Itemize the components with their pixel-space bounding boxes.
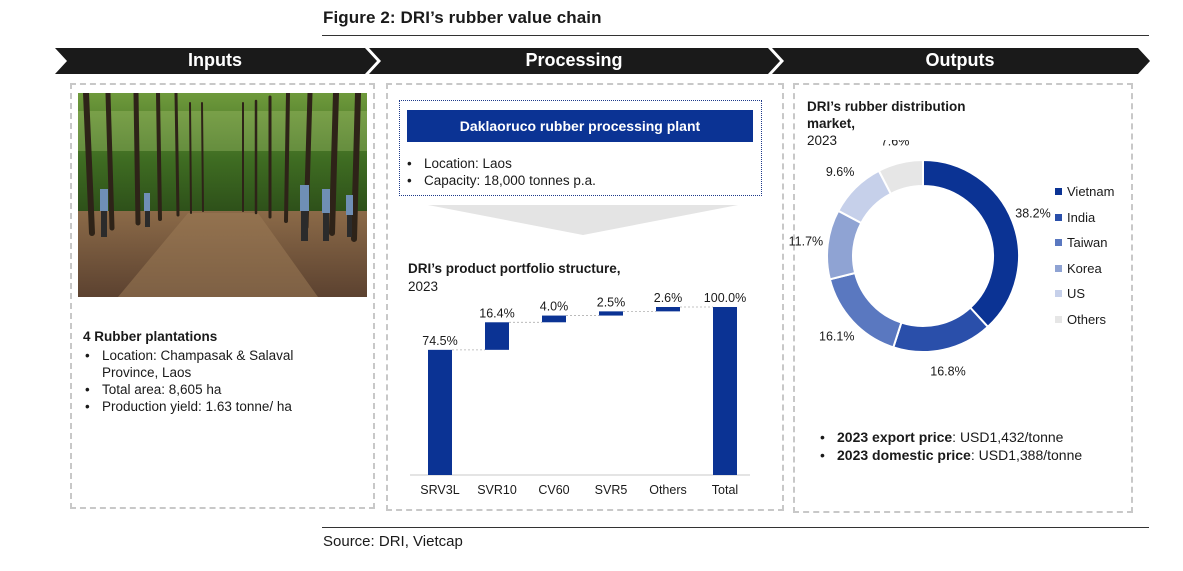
plantations-heading: 4 Rubber plantations: [83, 329, 218, 344]
waterfall-bar-total: [713, 307, 737, 475]
donut-slice-label: 7.6%: [881, 140, 910, 148]
rubber-plantation-photo: [78, 93, 367, 297]
domestic-price-value: : USD1,388/tonne: [970, 447, 1083, 463]
legend-swatch: [1055, 315, 1062, 323]
waterfall-bar-svr5: [599, 311, 623, 316]
processing-capacity: Capacity: 18,000 tonnes p.a.: [407, 172, 596, 189]
processing-plant-name: Daklaoruco rubber processing plant: [407, 110, 753, 142]
stage-chevrons: [55, 48, 1150, 74]
distribution-chart-title-line2: market,: [807, 116, 856, 131]
legend-label: Korea: [1067, 260, 1102, 276]
figure-title: Figure 2: DRI’s rubber value chain: [323, 8, 602, 27]
processing-location: Location: Laos: [407, 155, 512, 172]
donut-slice-label: 11.7%: [789, 235, 824, 249]
legend-swatch: [1055, 290, 1062, 297]
distribution-chart-year: 2023: [807, 133, 838, 148]
portfolio-chart-year: 2023: [408, 279, 439, 294]
legend-label: Others: [1067, 311, 1107, 327]
waterfall-category-label: Others: [649, 483, 687, 497]
legend-label: US: [1067, 286, 1086, 301]
plantation-location: Location: Champasak & Salaval Province, …: [85, 347, 294, 381]
stage-label-processing: Processing: [525, 50, 623, 70]
waterfall-bar-cv60: [542, 315, 566, 323]
portfolio-waterfall-chart: 74.5% SRV3L 16.4% SVR10 4.0% CV60 2.5% SVR5 2.6%…: [410, 291, 750, 497]
legend-item-korea: Korea: [1055, 261, 1102, 276]
legend-swatch: [1055, 188, 1062, 195]
legend-item-taiwan: Taiwan: [1055, 235, 1107, 250]
domestic-price-label: 2023 domestic price: [837, 447, 971, 463]
distribution-chart-title: DRI’s rubber distribution: [807, 99, 966, 114]
stage-label-outputs: Outputs: [925, 50, 995, 70]
stage-label-inputs: Inputs: [188, 50, 242, 70]
top-rule: [322, 35, 1149, 36]
legend-swatch: [1055, 213, 1062, 221]
waterfall-value-label: 2.6%: [654, 291, 683, 305]
legend-label: Vietnam: [1067, 184, 1115, 199]
waterfall-bar-svr10: [485, 322, 509, 350]
plantation-location-line2: Province, Laos: [102, 365, 192, 380]
chevron-outputs: [772, 48, 1150, 74]
processing-arrow: [428, 205, 738, 235]
waterfall-value-label: 100.0%: [704, 291, 746, 305]
waterfall-category-label: Total: [712, 483, 738, 497]
waterfall-value-label: 16.4%: [479, 306, 514, 320]
export-price-value: : USD1,432/tonne: [952, 429, 1064, 445]
legend-swatch: [1055, 239, 1062, 246]
outputs-panel: [793, 83, 1133, 513]
donut-slice-india: [892, 306, 990, 353]
distribution-donut-chart: 38.2% 16.8% 16.1% 11.7% 9.6% 7.6%: [789, 140, 1051, 378]
processing-plant-box: [399, 100, 762, 196]
plantation-area: Total area: 8,605 ha: [85, 381, 221, 398]
domestic-price: 2023 domestic price: USD1,388/tonne: [820, 447, 1083, 463]
legend-item-us: US: [1055, 286, 1085, 301]
waterfall-value-label: 2.5%: [597, 295, 626, 309]
donut-slice-vietnam: [922, 158, 1020, 329]
bottom-rule: [322, 527, 1149, 528]
portfolio-chart-title: DRI’s product portfolio structure,: [408, 261, 621, 276]
export-price: 2023 export price: USD1,432/tonne: [820, 429, 1064, 445]
waterfall-category-label: SVR10: [477, 483, 517, 497]
donut-slice-label: 16.8%: [930, 364, 965, 378]
legend-item-india: India: [1055, 210, 1095, 225]
chevron-inputs: [55, 48, 377, 74]
legend-swatch: [1055, 264, 1062, 272]
waterfall-category-label: SRV3L: [420, 483, 459, 497]
processing-panel: [386, 83, 784, 511]
waterfall-bar-srv3l: [428, 349, 452, 475]
export-price-label: 2023 export price: [837, 429, 953, 445]
inputs-panel: [70, 83, 375, 509]
waterfall-category-label: CV60: [538, 483, 569, 497]
waterfall-value-label: 4.0%: [540, 300, 569, 314]
plantation-yield: Production yield: 1.63 tonne/ ha: [85, 398, 292, 415]
donut-slice-label: 16.1%: [819, 330, 854, 344]
donut-slice-others: [877, 158, 924, 196]
waterfall-value-label: 74.5%: [422, 334, 457, 348]
donut-slice-label: 38.2%: [1015, 206, 1050, 220]
donut-slice-label: 9.6%: [826, 165, 855, 179]
waterfall-bar-others: [656, 307, 680, 312]
chevron-processing: [369, 48, 780, 74]
source-note: Source: DRI, Vietcap: [323, 533, 463, 550]
plantation-location-line1: Location: Champasak & Salaval: [102, 348, 294, 363]
legend-item-vietnam: Vietnam: [1055, 184, 1114, 199]
legend-item-others: Others: [1055, 312, 1106, 327]
waterfall-category-label: SVR5: [595, 483, 628, 497]
legend-label: Taiwan: [1067, 235, 1108, 250]
legend-label: India: [1067, 209, 1096, 225]
